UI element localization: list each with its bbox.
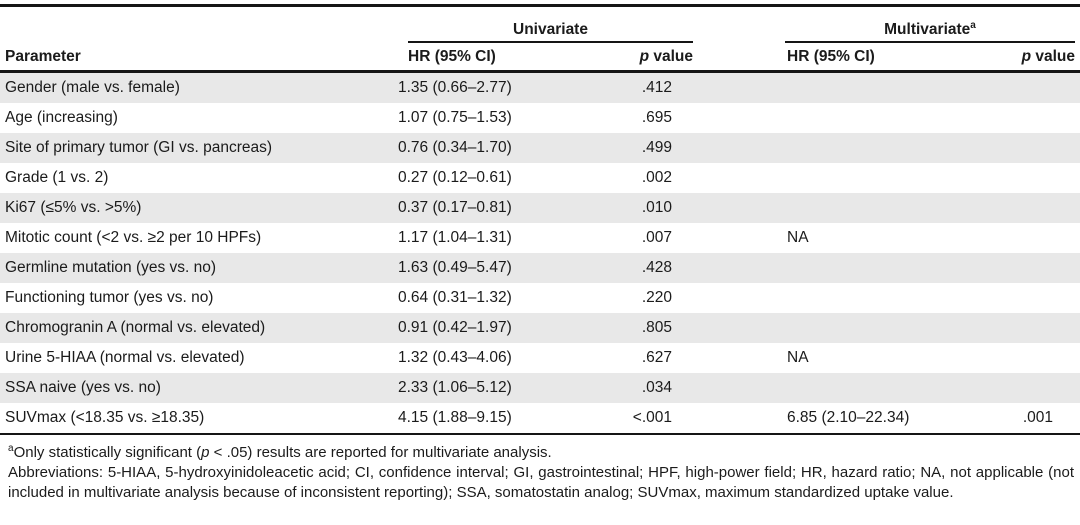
parameter-cell: Germline mutation (yes vs. no)	[5, 259, 217, 276]
multi-hr-cell: NA	[787, 349, 809, 366]
parameter-cell: Functioning tumor (yes vs. no)	[5, 289, 214, 306]
uni-hr-cell: 0.37 (0.17–0.81)	[398, 199, 512, 216]
column-gap	[693, 66, 785, 70]
table-row: SSA naive (yes vs. no) 2.33 (1.06–5.12) …	[0, 373, 1080, 403]
uni-p-cell: .499	[641, 139, 672, 156]
table-row: Functioning tumor (yes vs. no) 0.64 (0.3…	[0, 283, 1080, 313]
uni-hr-cell: 4.15 (1.88–9.15)	[398, 409, 512, 426]
abbreviations-footnote: Abbreviations: 5-HIAA, 5-hydroxyinidolea…	[8, 464, 1074, 501]
uni-p-cell: .034	[641, 379, 672, 396]
parameter-cell: Ki67 (≤5% vs. >5%)	[5, 199, 142, 216]
table-row: Gender (male vs. female) 1.35 (0.66–2.77…	[0, 73, 1080, 103]
uni-hr-cell: 1.17 (1.04–1.31)	[398, 229, 512, 246]
parameter-cell: Urine 5-HIAA (normal vs. elevated)	[5, 349, 245, 366]
uni-hr-cell: 1.63 (0.49–5.47)	[398, 259, 512, 276]
column-header-row: Parameter HR (95% CI) p value HR (95% CI…	[0, 43, 1080, 70]
table-row: Age (increasing) 1.07 (0.75–1.53) .695	[0, 103, 1080, 133]
parameter-cell: Age (increasing)	[5, 109, 118, 126]
parameter-cell: Mitotic count (<2 vs. ≥2 per 10 HPFs)	[5, 229, 262, 246]
results-table: Univariate Multivariatea Parameter HR (9…	[0, 4, 1080, 503]
table-row: SUVmax (<18.35 vs. ≥18.35) 4.15 (1.88–9.…	[0, 403, 1080, 433]
multivariate-hr-column-header: HR (95% CI)	[787, 48, 875, 65]
multivariate-footnote-marker: a	[970, 19, 976, 31]
parameter-cell: SSA naive (yes vs. no)	[5, 379, 161, 396]
uni-p-cell: .695	[641, 109, 672, 126]
uni-p-cell: .805	[641, 319, 672, 336]
p-symbol: p	[1021, 48, 1032, 65]
uni-p-cell: .002	[641, 169, 672, 186]
table-row: Mitotic count (<2 vs. ≥2 per 10 HPFs) 1.…	[0, 223, 1080, 253]
footnote-a-marker: a	[8, 443, 14, 454]
table-row: Grade (1 vs. 2) 0.27 (0.12–0.61) .002	[0, 163, 1080, 193]
uni-p-cell: .007	[641, 229, 672, 246]
uni-p-cell: <.001	[632, 409, 672, 426]
parameter-column-header: Parameter	[5, 48, 81, 65]
uni-p-cell: .627	[641, 349, 672, 366]
uni-hr-cell: 0.64 (0.31–1.32)	[398, 289, 512, 306]
footnotes: aOnly statistically significant (p < .05…	[0, 435, 1080, 503]
p-symbol: p	[201, 444, 210, 461]
parameter-cell: Gender (male vs. female)	[5, 79, 180, 96]
univariate-pvalue-column-header: p value	[560, 48, 693, 70]
uni-hr-cell: 1.32 (0.43–4.06)	[398, 349, 512, 366]
uni-p-cell: .428	[641, 259, 672, 276]
multi-hr-cell: NA	[787, 229, 809, 246]
footnote-a-text-pre: Only statistically significant (	[13, 444, 202, 461]
table-row: Germline mutation (yes vs. no) 1.63 (0.4…	[0, 253, 1080, 283]
parameter-cell: SUVmax (<18.35 vs. ≥18.35)	[5, 409, 205, 426]
footnote-a: aOnly statistically significant (p < .05…	[8, 443, 1074, 463]
multivariate-pvalue-column-header: p value	[990, 48, 1080, 70]
p-value-word: value	[649, 48, 693, 65]
table-bottom-rule	[0, 433, 1080, 435]
uni-p-cell: .010	[641, 199, 672, 216]
multi-hr-cell: 6.85 (2.10–22.34)	[787, 409, 910, 426]
table-row: Site of primary tumor (GI vs. pancreas) …	[0, 133, 1080, 163]
table-top-rule	[0, 4, 1080, 7]
parameter-cell: Chromogranin A (normal vs. elevated)	[5, 319, 266, 336]
header-bottom-rule	[0, 70, 1080, 73]
multivariate-label: Multivariate	[884, 21, 971, 38]
uni-hr-cell: 0.27 (0.12–0.61)	[398, 169, 512, 186]
uni-hr-cell: 1.35 (0.66–2.77)	[398, 79, 512, 96]
table-row: Ki67 (≤5% vs. >5%) 0.37 (0.17–0.81) .010	[0, 193, 1080, 223]
uni-hr-cell: 2.33 (1.06–5.12)	[398, 379, 512, 396]
parameter-cell: Grade (1 vs. 2)	[5, 169, 109, 186]
uni-hr-cell: 1.07 (0.75–1.53)	[398, 109, 512, 126]
multivariate-group-header: Multivariatea	[785, 19, 1075, 43]
multi-p-cell: .001	[1022, 409, 1053, 426]
uni-p-cell: .220	[641, 289, 672, 306]
p-value-word: value	[1031, 48, 1075, 65]
uni-hr-cell: 0.76 (0.34–1.70)	[398, 139, 512, 156]
table-row: Chromogranin A (normal vs. elevated) 0.9…	[0, 313, 1080, 343]
uni-p-cell: .412	[641, 79, 672, 96]
univariate-group-header: Univariate	[408, 21, 693, 43]
parameter-cell: Site of primary tumor (GI vs. pancreas)	[5, 139, 273, 156]
uni-hr-cell: 0.91 (0.42–1.97)	[398, 319, 512, 336]
group-header-row: Univariate Multivariatea	[0, 7, 1080, 43]
table-row: Urine 5-HIAA (normal vs. elevated) 1.32 …	[0, 343, 1080, 373]
p-symbol: p	[639, 48, 650, 65]
univariate-hr-column-header: HR (95% CI)	[408, 48, 496, 65]
univariate-label: Univariate	[513, 21, 588, 38]
footnote-a-text-post: < .05) results are reported for multivar…	[209, 444, 552, 461]
